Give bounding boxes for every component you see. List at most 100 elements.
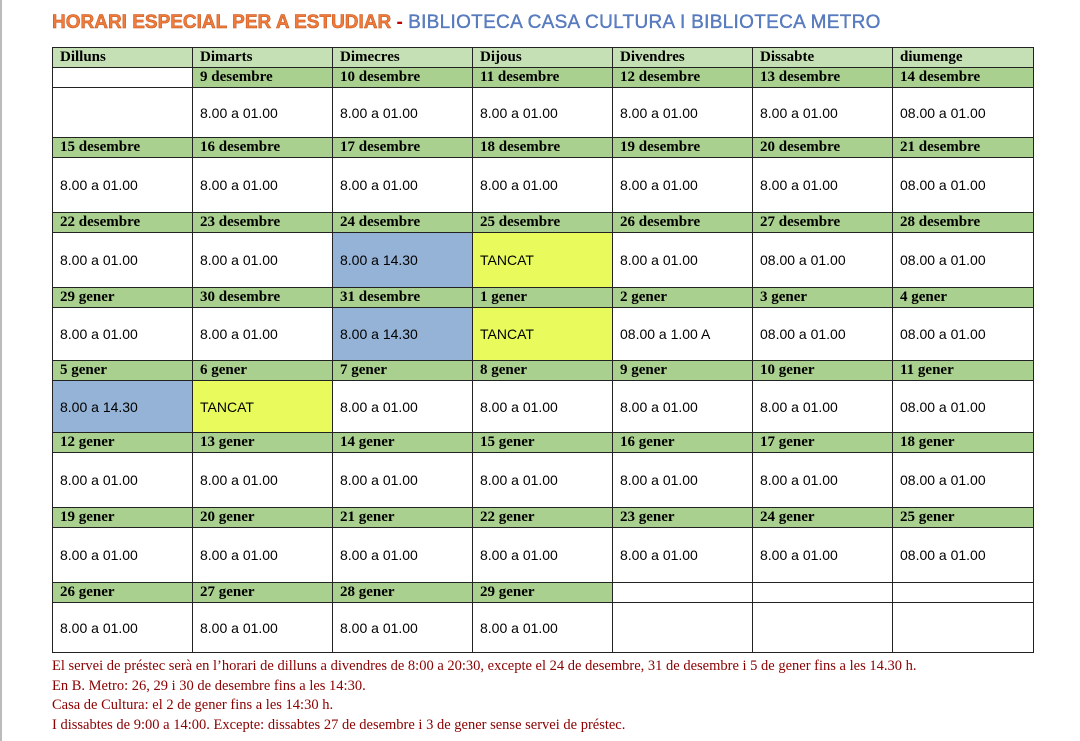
date-cell: 9 desembre (192, 67, 333, 88)
date-cell: 15 gener (472, 432, 613, 453)
date-cell: 7 gener (332, 360, 473, 381)
hours-cell: 08.00 a 1.00 A (612, 307, 753, 361)
hours-row: 8.00 a 01.00 8.00 a 01.00 8.00 a 01.00 8.00… (52, 87, 1034, 138)
hours-cell: 8.00 a 14.30 (52, 380, 193, 433)
date-cell: 6 gener (192, 360, 333, 381)
hours-cell: 8.00 a 01.00 (332, 452, 473, 508)
date-cell: 25 desembre (472, 212, 613, 233)
hours-cell: TANCAT (472, 232, 613, 288)
date-row: 12 gener 13 gener 14 gener 15 gener 16 gener… (52, 432, 1034, 453)
hours-cell: 8.00 a 01.00 (52, 602, 193, 653)
left-border (0, 0, 2, 741)
date-cell: 11 gener (892, 360, 1034, 381)
date-cell: 18 desembre (472, 137, 613, 158)
date-cell: 23 gener (612, 507, 753, 528)
date-cell: 11 desembre (472, 67, 613, 88)
date-cell: 29 gener (472, 582, 613, 603)
date-cell: 22 gener (472, 507, 613, 528)
hours-cell: 8.00 a 01.00 (52, 527, 193, 583)
date-cell: 2 gener (612, 287, 753, 308)
hours-cell (52, 87, 193, 138)
hours-cell: 8.00 a 01.00 (332, 380, 473, 433)
date-cell: 19 desembre (612, 137, 753, 158)
hours-cell: 8.00 a 01.00 (752, 87, 893, 138)
note-metro: En B. Metro: 26, 29 i 30 de desembre fin… (52, 677, 366, 694)
date-cell: 27 desembre (752, 212, 893, 233)
date-row: 19 gener 20 gener 21 gener 22 gener 23 gene… (52, 507, 1034, 528)
date-row: 15 desembre 16 desembre 17 desembre 18 dese… (52, 137, 1034, 158)
hours-cell: 8.00 a 01.00 (752, 527, 893, 583)
schedule-table: Dilluns Dimarts Dimecres Dijous Divendres Dis… (52, 47, 1034, 653)
hours-cell: 08.00 a 01.00 (892, 452, 1034, 508)
date-cell: 30 desembre (192, 287, 333, 308)
date-cell: 15 desembre (52, 137, 193, 158)
date-row: 9 desembre 10 desembre 11 desembre 12 desem… (52, 67, 1034, 88)
hours-cell: 8.00 a 01.00 (192, 232, 333, 288)
date-row: 26 gener 27 gener 28 gener 29 gener (52, 582, 1034, 603)
hours-cell: 8.00 a 01.00 (752, 380, 893, 433)
date-cell: 31 desembre (332, 287, 473, 308)
date-cell: 19 gener (52, 507, 193, 528)
date-cell: 26 gener (52, 582, 193, 603)
note-loan-hours: El servei de préstec serà en l’horari de… (52, 658, 917, 674)
hours-cell: 8.00 a 01.00 (192, 527, 333, 583)
hours-cell: 8.00 a 01.00 (612, 380, 753, 433)
hours-cell: 8.00 a 01.00 (612, 232, 753, 288)
hours-cell: 8.00 a 01.00 (612, 157, 753, 213)
hours-cell: 8.00 a 01.00 (332, 157, 473, 213)
date-cell: 12 gener (52, 432, 193, 453)
date-cell: 10 gener (752, 360, 893, 381)
title-libraries: BIBLIOTECA CASA CULTURA I BIBLIOTECA MET… (408, 12, 881, 33)
hours-cell: 8.00 a 14.30 (332, 307, 473, 361)
date-cell: 1 gener (472, 287, 613, 308)
date-row: 29 gener 30 desembre 31 desembre 1 gener 2 g… (52, 287, 1034, 308)
hours-cell: 08.00 a 01.00 (892, 380, 1034, 433)
hours-cell: 8.00 a 01.00 (332, 527, 473, 583)
date-cell: 14 gener (332, 432, 473, 453)
hours-cell: 8.00 a 01.00 (52, 157, 193, 213)
hours-cell: 8.00 a 01.00 (332, 602, 473, 653)
date-cell: 18 gener (892, 432, 1034, 453)
hours-cell: TANCAT (192, 380, 333, 433)
hours-cell: 8.00 a 14.30 (332, 232, 473, 288)
date-cell: 17 desembre (332, 137, 473, 158)
hours-cell: 8.00 a 01.00 (52, 307, 193, 361)
hours-row: 8.00 a 01.00 8.00 a 01.00 8.00 a 01.00 8.00… (52, 452, 1034, 508)
date-cell: 28 gener (332, 582, 473, 603)
note-saturdays: I dissabtes de 9:00 a 14:00. Excepte: di… (52, 716, 626, 733)
hours-cell: 08.00 a 01.00 (892, 307, 1034, 361)
day-header: diumenge (892, 47, 1034, 68)
note-casa-cultura: Casa de Cultura: el 2 de gener fins a le… (52, 697, 334, 713)
date-cell: 3 gener (752, 287, 893, 308)
date-cell: 5 gener (52, 360, 193, 381)
hours-cell: 8.00 a 01.00 (52, 452, 193, 508)
hours-cell: 8.00 a 01.00 (472, 527, 613, 583)
date-cell: 16 desembre (192, 137, 333, 158)
hours-cell: 8.00 a 01.00 (472, 157, 613, 213)
date-cell: 14 desembre (892, 67, 1034, 88)
hours-cell (752, 602, 893, 653)
date-cell (752, 582, 893, 603)
hours-cell: 8.00 a 01.00 (52, 232, 193, 288)
hours-cell: 8.00 a 01.00 (612, 87, 753, 138)
hours-cell: 8.00 a 01.00 (612, 527, 753, 583)
date-cell: 22 desembre (52, 212, 193, 233)
hours-cell: 8.00 a 01.00 (192, 452, 333, 508)
date-cell: 25 gener (892, 507, 1034, 528)
date-row: 5 gener 6 gener 7 gener 8 gener 9 gener 10 ge… (52, 360, 1034, 381)
day-header: Dimecres (332, 47, 473, 68)
hours-cell: 08.00 a 01.00 (892, 87, 1034, 138)
date-cell: 16 gener (612, 432, 753, 453)
date-cell: 23 desembre (192, 212, 333, 233)
date-cell: 24 desembre (332, 212, 473, 233)
hours-cell: 8.00 a 01.00 (192, 87, 333, 138)
date-cell: 10 desembre (332, 67, 473, 88)
hours-row: 8.00 a 01.00 8.00 a 01.00 8.00 a 01.00 8.00… (52, 602, 1034, 653)
day-header: Dilluns (52, 47, 193, 68)
hours-cell: 08.00 a 01.00 (752, 232, 893, 288)
hours-row: 8.00 a 14.30 TANCAT 8.00 a 01.00 8.00 a 01.… (52, 380, 1034, 433)
date-cell: 12 desembre (612, 67, 753, 88)
hours-cell: TANCAT (472, 307, 613, 361)
notes: El servei de préstec serà en l’horari de… (52, 657, 916, 735)
date-cell (612, 582, 753, 603)
